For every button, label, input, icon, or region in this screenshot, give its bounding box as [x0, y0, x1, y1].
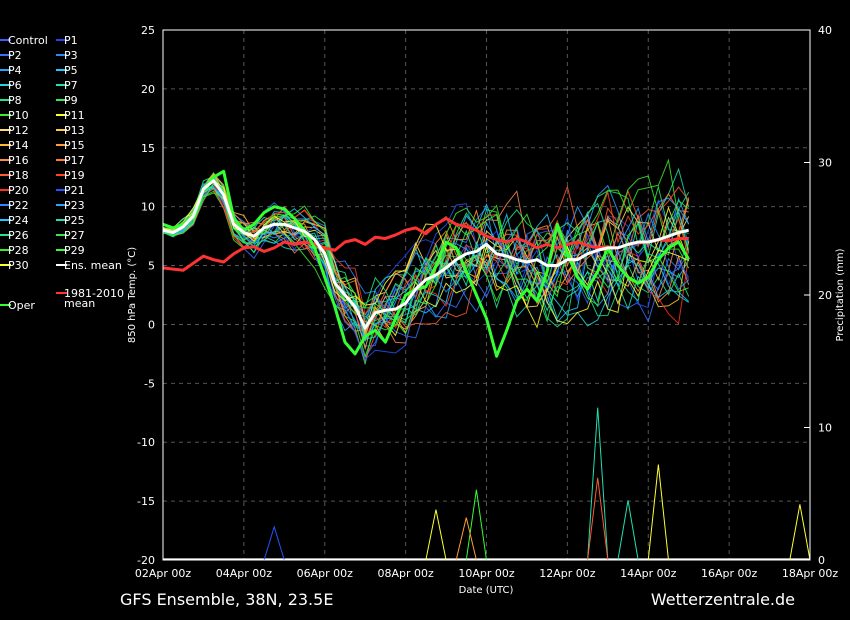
legend-label: P13	[64, 124, 85, 137]
legend-label: P22	[8, 199, 29, 212]
legend-label: P2	[8, 49, 22, 62]
y2-axis-ticks: 40 30 20 10 0	[804, 24, 832, 567]
chart-title: Athens (GR) 850 hPa Temp. & Precipitatio…	[136, 2, 714, 22]
oper-line	[162, 169, 690, 358]
legend-label: P30	[8, 259, 29, 272]
precipitation-lines	[163, 407, 811, 561]
x-tick-label: 14Apr 00z	[620, 567, 677, 580]
member-line	[162, 177, 690, 324]
y-axis-ticks: 25 20 15 10 5 0 -5 -10 -15 -20	[137, 24, 155, 567]
legend: Control P1 P2 P3 P4 P5 P6 P7 P8 P9 P10 P11 P12 P13 P14…	[0, 34, 124, 312]
legend-label: P8	[8, 94, 22, 107]
x-tick-label: 06Apr 00z	[297, 567, 354, 580]
legend-label: P27	[64, 229, 85, 242]
legend-label: Control	[8, 34, 48, 47]
y2-tick-label: 20	[818, 289, 832, 302]
precip-peak	[587, 407, 609, 561]
member-line	[162, 188, 690, 329]
plot-frame	[162, 29, 811, 561]
member-lines	[162, 158, 690, 365]
y-tick-label: -20	[137, 554, 155, 567]
y-tick-label: -5	[144, 377, 155, 390]
legend-label: P11	[64, 109, 85, 122]
ens-mean-line	[162, 179, 690, 330]
y-axis-label: 850 hPa Temp. (°C)	[127, 247, 138, 343]
member-line	[162, 180, 690, 342]
legend-label: P10	[8, 109, 29, 122]
y2-axis-label: Precipitation (mm)	[835, 248, 846, 341]
y-tick-label: -15	[137, 495, 155, 508]
legend-label: P6	[8, 79, 22, 92]
member-line	[162, 167, 690, 324]
legend-label: mean	[64, 297, 95, 310]
legend-label: P24	[8, 214, 29, 227]
legend-label: P16	[8, 154, 29, 167]
y2-tick-label: 30	[818, 157, 832, 170]
y2-tick-label: 10	[818, 422, 832, 435]
precip-peak	[587, 477, 609, 561]
precip-peak	[789, 504, 811, 561]
y-tick-label: 15	[141, 142, 155, 155]
legend-label: P15	[64, 139, 85, 152]
legend-label: P14	[8, 139, 29, 152]
y-tick-label: 5	[148, 260, 155, 273]
member-line	[162, 175, 690, 331]
y-tick-label: 25	[141, 24, 155, 37]
legend-label: P19	[64, 169, 85, 182]
y2-tick-label: 40	[818, 24, 832, 37]
y-tick-label: 20	[141, 83, 155, 96]
legend-label: P23	[64, 199, 85, 212]
legend-label: P5	[64, 64, 78, 77]
x-tick-label: 08Apr 00z	[377, 567, 434, 580]
footer-site: Wetterzentrale.de	[651, 590, 795, 609]
legend-label: P26	[8, 229, 29, 242]
legend-label: Oper	[8, 299, 35, 312]
legend-label: P25	[64, 214, 85, 227]
legend-label: P17	[64, 154, 85, 167]
x-tick-label: 10Apr 00z	[458, 567, 515, 580]
legend-label: P29	[64, 244, 85, 257]
x-axis-ticks: 02Apr 00z 04Apr 00z 06Apr 00z 08Apr 00z 10Ap…	[135, 567, 839, 580]
y-tick-label: -10	[137, 436, 155, 449]
climate-mean-line	[162, 216, 689, 272]
legend-label: 1981-2010	[64, 287, 124, 300]
legend-label: P1	[64, 34, 78, 47]
y2-tick-label: 0	[818, 554, 825, 567]
precip-peak	[425, 509, 447, 561]
legend-label: Ens. mean	[64, 259, 122, 272]
precip-peak	[647, 464, 669, 561]
legend-label: P3	[64, 49, 78, 62]
legend-label: P18	[8, 169, 29, 182]
legend-label: P12	[8, 124, 29, 137]
precip-peak	[263, 525, 285, 561]
footer-source: GFS Ensemble, 38N, 23.5E	[120, 590, 333, 609]
member-line	[162, 173, 690, 332]
highlight-lines	[162, 169, 690, 358]
legend-label: P4	[8, 64, 22, 77]
x-tick-label: 12Apr 00z	[539, 567, 596, 580]
legend-label: P20	[8, 184, 29, 197]
legend-label: P28	[8, 244, 29, 257]
member-line	[162, 184, 689, 335]
x-tick-label: 18Apr 00z	[782, 567, 839, 580]
legend-label: P7	[64, 79, 78, 92]
precip-peak	[455, 517, 477, 561]
legend-label: P9	[64, 94, 78, 107]
y-tick-label: 10	[141, 201, 155, 214]
legend-label: P21	[64, 184, 85, 197]
grid	[163, 30, 810, 560]
y-tick-label: 0	[148, 318, 155, 331]
x-tick-label: 02Apr 00z	[135, 567, 192, 580]
precip-peak	[617, 500, 639, 561]
x-axis-label: Date (UTC)	[459, 585, 514, 596]
x-tick-label: 04Apr 00z	[216, 567, 273, 580]
precip-peak	[465, 489, 487, 561]
x-tick-label: 16Apr 00z	[701, 567, 758, 580]
